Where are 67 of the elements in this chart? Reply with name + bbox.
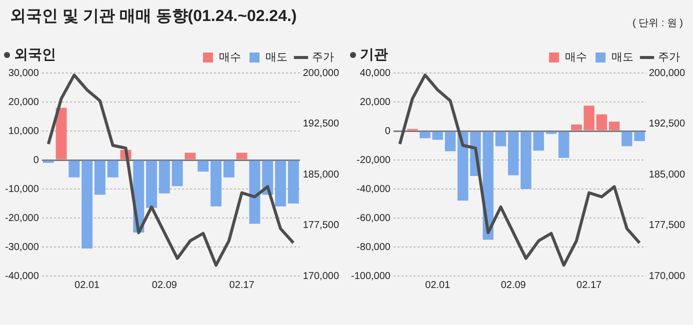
x-tick-label: 02.09: [152, 280, 178, 291]
y-tick-label: 0: [384, 126, 391, 137]
bar: [596, 114, 608, 130]
legend-label: 매수: [565, 52, 587, 64]
x-tick-label: 02.09: [500, 280, 526, 291]
y2-tick-label: 192,500: [302, 118, 340, 130]
bar: [432, 132, 444, 140]
y-tick-label: 20,000: [8, 96, 40, 108]
bar: [275, 160, 286, 206]
bar: [420, 132, 430, 138]
y2-tick-label: 200,000: [302, 68, 340, 79]
bar: [495, 132, 506, 146]
bar: [56, 108, 67, 160]
bar: [82, 160, 93, 248]
bar: [236, 152, 248, 160]
x-tick-label: 02.17: [229, 280, 255, 291]
bar: [172, 160, 183, 186]
y2-tick-label: 177,500: [302, 220, 340, 231]
x-tick-label: 02.17: [576, 280, 602, 291]
legend-label: 매도: [266, 52, 288, 64]
y-tick-label: 0: [33, 154, 40, 166]
y-tick-label: 20,000: [360, 96, 391, 108]
y-tick-label: -80,000: [356, 242, 391, 253]
legend-label: 매도: [612, 52, 634, 64]
bar: [198, 160, 209, 172]
y-tick-label: -40,000: [4, 270, 40, 282]
bar: [608, 122, 620, 130]
bar: [558, 132, 570, 158]
y2-tick-label: 200,000: [648, 68, 686, 79]
bar: [158, 160, 170, 194]
y2-tick-label: 170,000: [648, 270, 686, 282]
legend-label: 매수: [219, 52, 241, 64]
bar: [508, 132, 519, 176]
y2-tick-label: 192,500: [648, 118, 686, 130]
bar: [288, 160, 299, 204]
y-tick-label: 10,000: [8, 126, 40, 137]
y-tick-label: 30,000: [8, 68, 40, 79]
x-tick-label: 02.01: [74, 280, 100, 291]
legend-label: 주가: [658, 52, 680, 64]
y-tick-label: -20,000: [356, 154, 391, 166]
chart-subtitle: 외국인: [14, 46, 56, 64]
bar: [94, 160, 106, 195]
bar: [444, 132, 456, 152]
y-tick-label: -30,000: [4, 242, 40, 253]
y-tick-label: -100,000: [350, 270, 391, 282]
y2-tick-label: 170,000: [302, 270, 340, 282]
bar: [146, 160, 158, 208]
bar: [210, 160, 222, 206]
y-tick-label: -10,000: [4, 184, 40, 195]
x-tick-label: 02.01: [425, 280, 451, 291]
legend-label: 주가: [312, 52, 334, 64]
bar: [249, 160, 260, 224]
y-tick-label: -40,000: [356, 184, 391, 195]
y2-tick-label: 185,000: [302, 169, 340, 180]
text: ( 단위 : 원 ): [632, 18, 683, 29]
bar: [68, 160, 80, 178]
y-tick-label: -60,000: [356, 212, 391, 224]
bar: [107, 160, 118, 178]
y-tick-label: -20,000: [4, 212, 40, 224]
y2-tick-label: 185,000: [648, 169, 686, 180]
bar: [184, 152, 196, 160]
bar: [223, 160, 234, 178]
y-tick-label: 40,000: [360, 68, 391, 79]
chart-title: 외국인 및 기관 매매 동향(01.24.~02.24.): [10, 7, 297, 27]
y2-tick-label: 177,500: [648, 220, 686, 231]
chart-subtitle: 기관: [360, 46, 388, 64]
bar: [458, 132, 468, 201]
